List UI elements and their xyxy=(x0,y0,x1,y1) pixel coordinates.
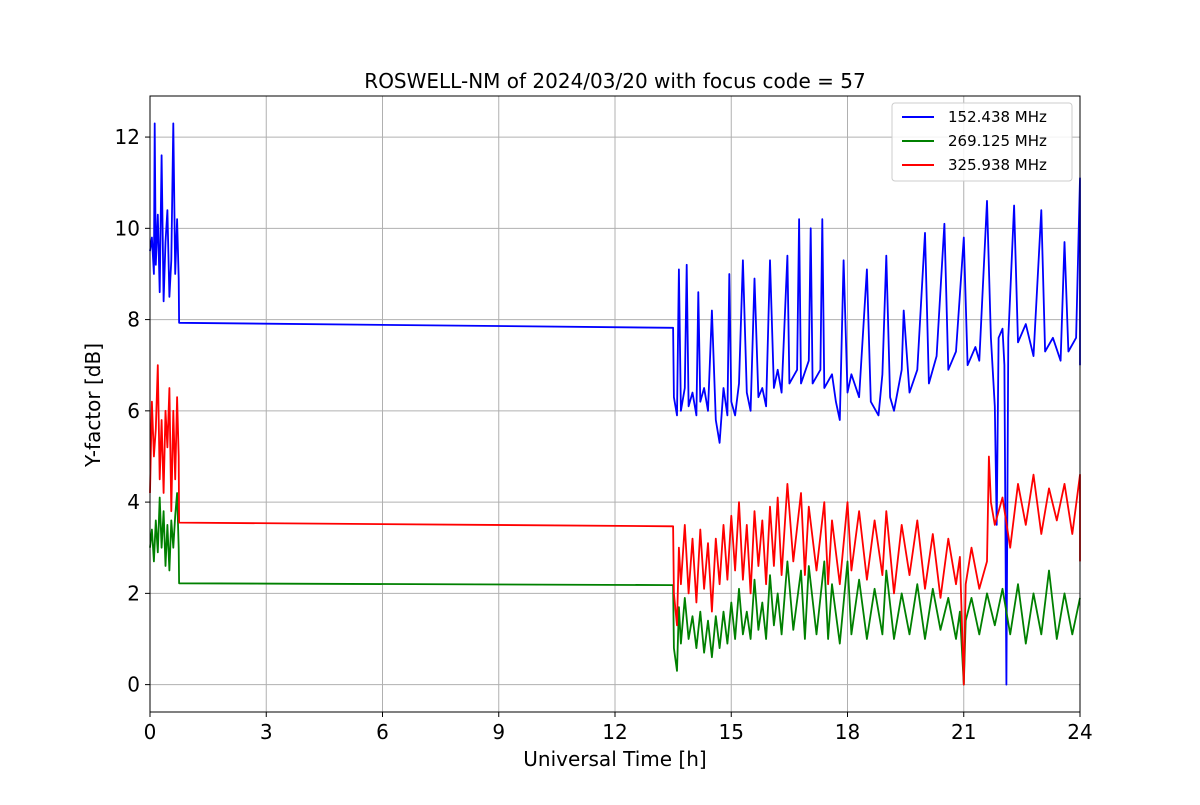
series-layer xyxy=(149,122,1081,686)
legend: 152.438 MHz 269.125 MHz 325.938 MHz xyxy=(891,102,1073,182)
x-tick-label: 3 xyxy=(260,720,273,744)
legend-label: 325.938 MHz xyxy=(948,156,1047,174)
y-tick-label: 8 xyxy=(127,308,140,332)
series-line-3 xyxy=(149,364,1081,686)
x-axis: 0 3 6 9 12 15 18 21 24 xyxy=(144,712,1093,744)
y-axis-label: Y-factor [dB] xyxy=(81,343,105,468)
legend-label: 269.125 MHz xyxy=(948,132,1047,150)
series-line-1 xyxy=(149,122,1081,686)
x-tick-label: 24 xyxy=(1067,720,1092,744)
legend-box xyxy=(891,102,1073,182)
y-tick-label: 12 xyxy=(115,125,140,149)
legend-label: 152.438 MHz xyxy=(948,108,1047,126)
y-tick-label: 2 xyxy=(127,581,140,605)
y-tick-label: 10 xyxy=(115,216,140,240)
x-tick-label: 15 xyxy=(719,720,744,744)
y-tick-label: 6 xyxy=(127,399,140,423)
chart-title: ROSWELL-NM of 2024/03/20 with focus code… xyxy=(364,69,865,93)
x-tick-label: 9 xyxy=(492,720,505,744)
x-tick-label: 0 xyxy=(144,720,157,744)
x-axis-label: Universal Time [h] xyxy=(523,747,706,771)
y-axis: 0 2 4 6 8 10 12 xyxy=(115,125,150,697)
x-tick-label: 12 xyxy=(602,720,627,744)
x-tick-label: 6 xyxy=(376,720,389,744)
x-tick-label: 18 xyxy=(835,720,860,744)
y-tick-label: 4 xyxy=(127,490,140,514)
y-tick-label: 0 xyxy=(127,673,140,697)
x-tick-label: 21 xyxy=(951,720,976,744)
